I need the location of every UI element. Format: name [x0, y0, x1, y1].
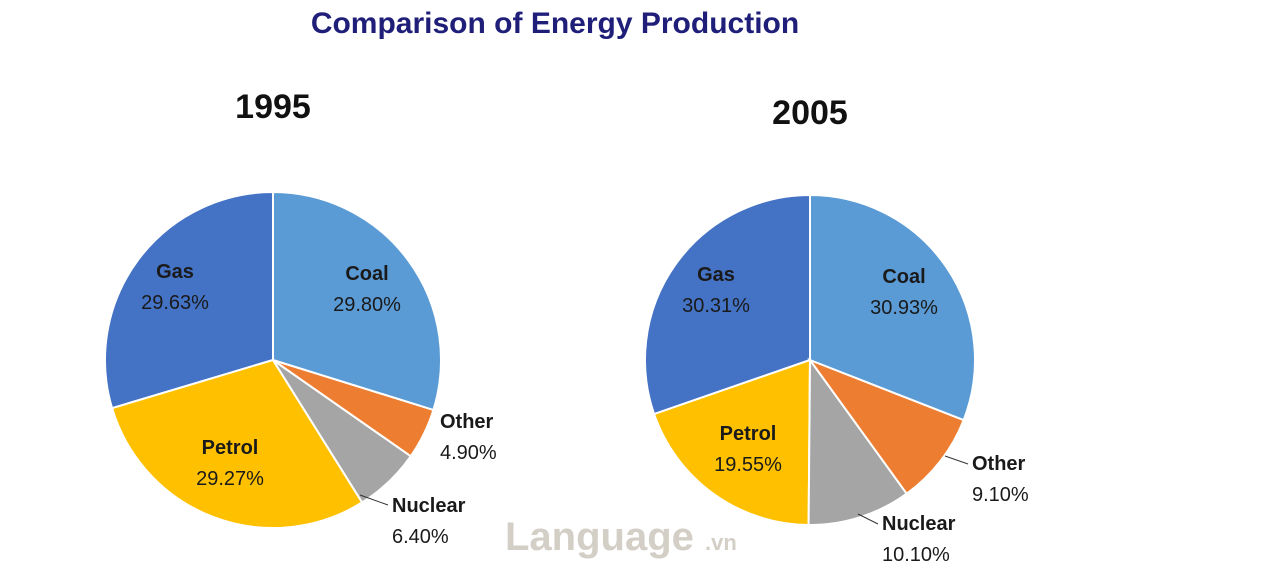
slice-gas-2005	[644, 193, 811, 416]
slice-coal-2005	[809, 193, 976, 422]
data-label-petrol-2005: Petrol 19.55%	[714, 423, 782, 476]
chart-title: Comparison of Energy Production	[311, 7, 799, 40]
watermark-suffix: .vn	[705, 530, 737, 555]
slice-nuclear-2005	[807, 356, 909, 526]
pie-chart-1995: 1995 Coal 29.80% Other 4.90% Nuclear 6.40% Pet…	[104, 88, 497, 548]
year-label-1995: 1995	[235, 88, 311, 126]
data-label-coal-2005: Coal 30.93%	[870, 266, 938, 319]
data-label-other-2005: Other 9.10%	[972, 453, 1029, 506]
year-label-2005: 2005	[772, 94, 848, 132]
data-label-nuclear-2005: Nuclear 10.10%	[882, 513, 956, 566]
data-label-other-1995: Other 4.90%	[440, 411, 497, 464]
data-label-gas-1995: Gas 29.63%	[141, 261, 209, 314]
data-label-coal-1995: Coal 29.80%	[333, 263, 401, 316]
pie-chart-2005: 2005 Coal 30.93% Other 9.10% Nuclear 10.10% Pe…	[644, 94, 1029, 566]
slice-coal-1995	[272, 190, 442, 412]
watermark-text: Language	[505, 515, 694, 559]
leader-line-nuclear-1995	[359, 494, 389, 506]
leader-line-other-2005	[944, 455, 969, 465]
leader-line-nuclear-2005	[857, 513, 879, 525]
watermark-logo: Language .vn	[505, 515, 737, 559]
slice-petrol-1995	[110, 358, 364, 529]
slice-petrol-2005	[652, 358, 812, 526]
data-label-petrol-1995: Petrol 29.27%	[196, 437, 264, 490]
slice-gas-1995	[104, 190, 274, 410]
data-label-gas-2005: Gas 30.31%	[682, 264, 750, 317]
data-label-nuclear-1995: Nuclear 6.40%	[392, 495, 466, 548]
slice-other-2005	[807, 357, 965, 496]
